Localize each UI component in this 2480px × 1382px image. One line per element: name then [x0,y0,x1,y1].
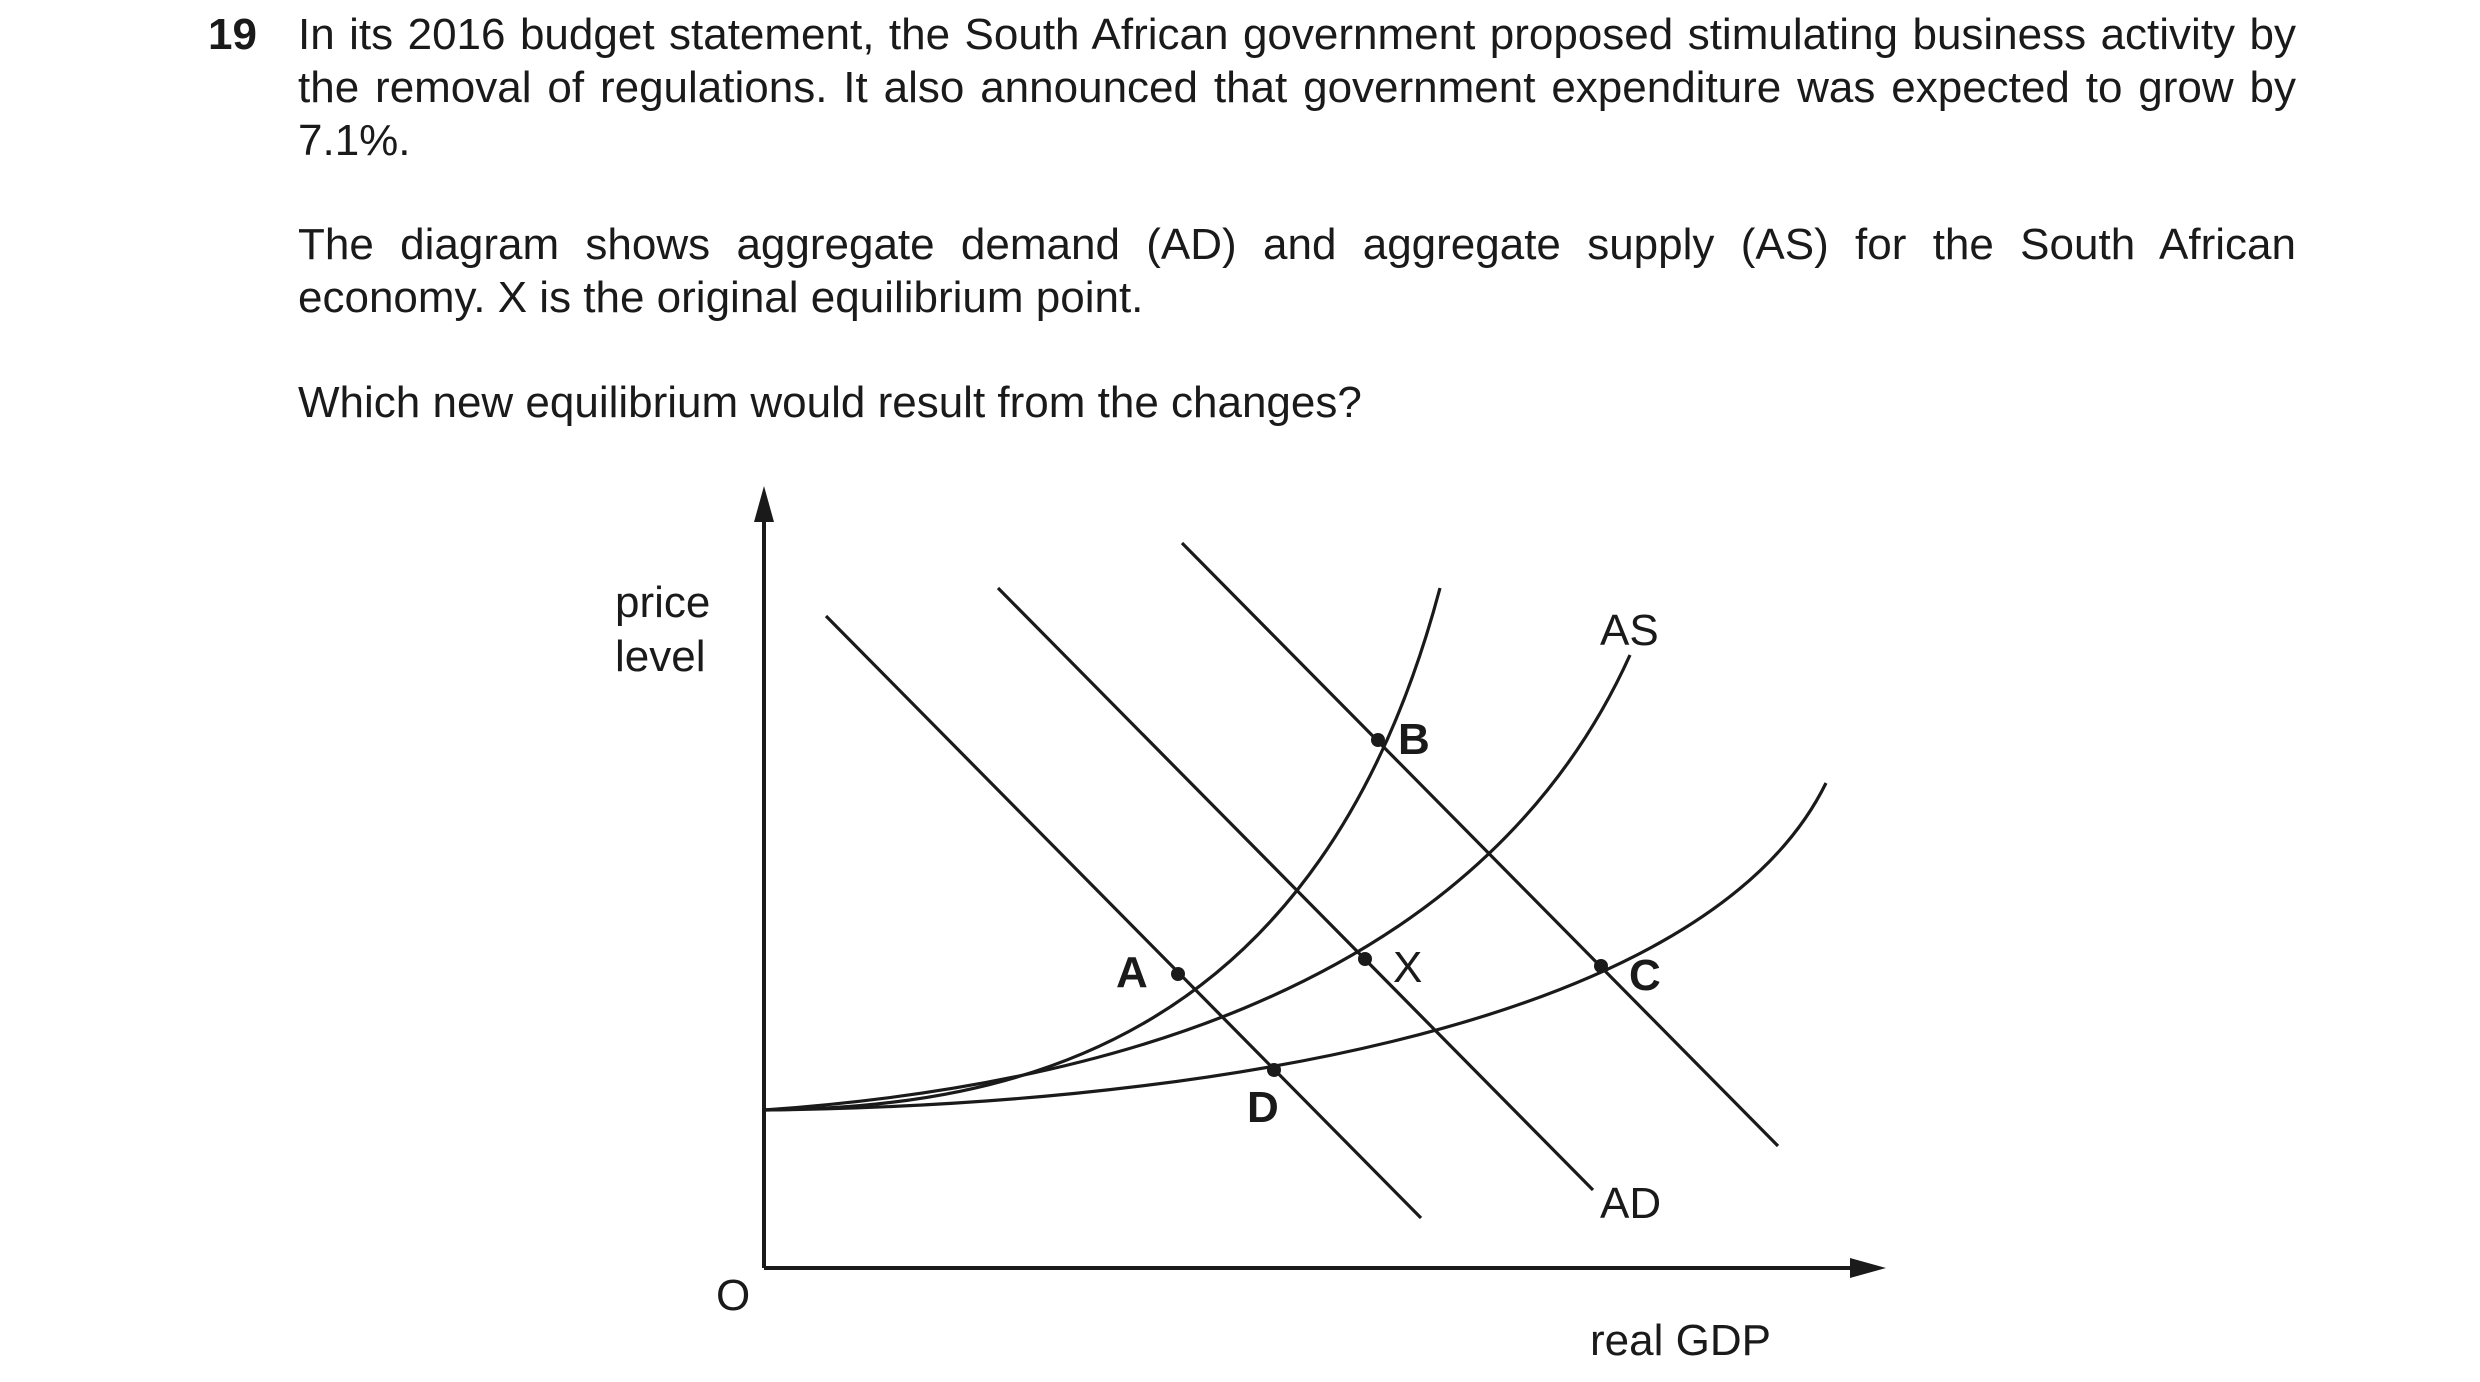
point-a-label: A [1116,948,1148,997]
point-c-marker [1594,959,1608,973]
question-number: 19 [208,10,257,59]
point-b-marker [1371,733,1385,747]
point-a-marker [1171,967,1185,981]
as-curve-left [763,587,1442,1112]
ad-curve-left [824,614,1423,1220]
x-axis-label: real GDP [1590,1316,1771,1365]
point-d-marker [1267,1063,1281,1077]
question-paragraph-1: In its 2016 budget statement, the South … [298,10,2296,165]
question-prompt: Which new equilibrium would result from … [298,378,1362,427]
point-x-label: X [1393,943,1422,992]
point-c-label: C [1629,951,1661,1000]
point-b-label: B [1398,715,1430,764]
as-curve-original [763,654,1632,1112]
ad-curve-original [996,586,1595,1192]
question-paragraph-2: The diagram shows aggregate demand (AD) … [298,220,2296,322]
point-x-marker [1358,952,1372,966]
ad-label: AD [1600,1179,1661,1228]
as-label: AS [1600,606,1659,655]
point-d-label: D [1247,1083,1279,1132]
y-axis-arrowhead [754,486,774,522]
x-axis-arrowhead [1850,1258,1886,1278]
origin-label: O [716,1271,750,1320]
y-axis-label-line-1: price [615,578,710,627]
y-axis-label-line-2: level [615,632,706,681]
as-curve-right [763,782,1828,1112]
ad-curve-right [1180,541,1780,1148]
